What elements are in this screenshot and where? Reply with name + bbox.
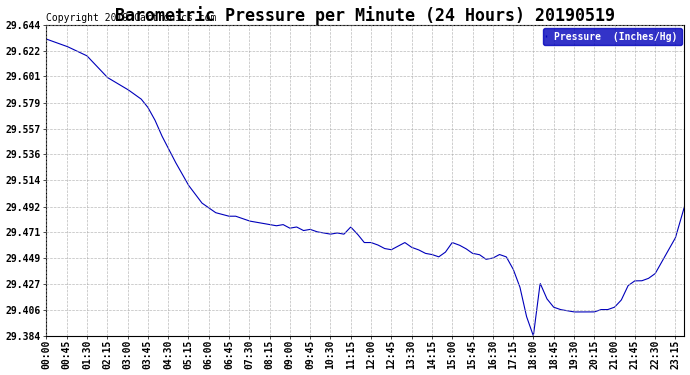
- Text: Copyright 2019 Cartronics.com: Copyright 2019 Cartronics.com: [46, 13, 217, 23]
- Title: Barometric Pressure per Minute (24 Hours) 20190519: Barometric Pressure per Minute (24 Hours…: [115, 6, 615, 24]
- Legend: Pressure  (Inches/Hg): Pressure (Inches/Hg): [542, 28, 682, 45]
